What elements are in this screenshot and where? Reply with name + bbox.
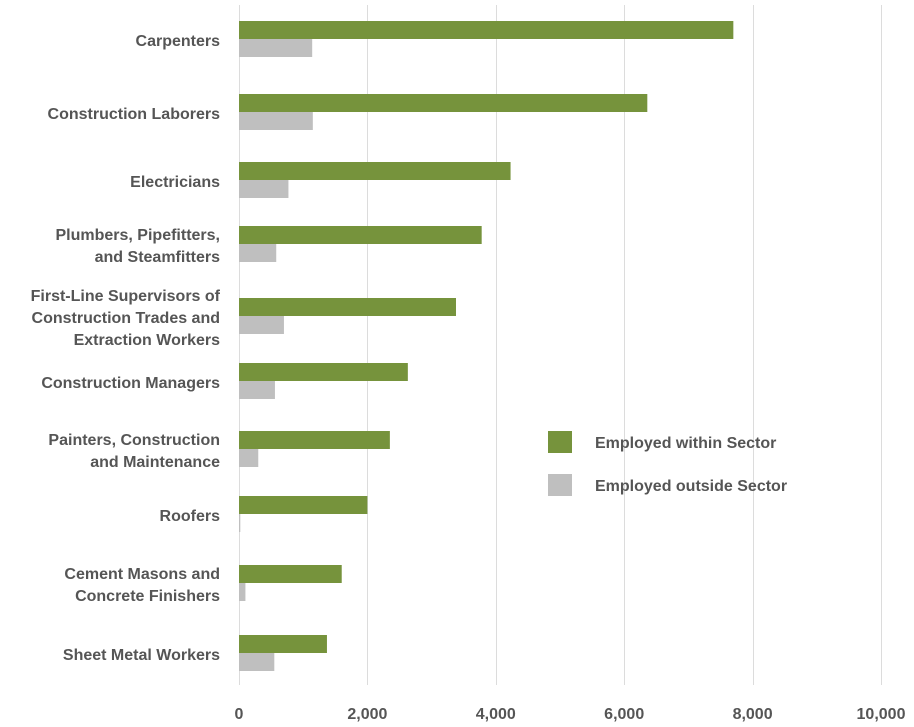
- legend-label-outside: Employed outside Sector: [595, 478, 787, 495]
- category-label-8-line0: Cement Masons and: [64, 566, 220, 583]
- category-label-6-line1: and Maintenance: [90, 454, 220, 471]
- category-label-0: Carpenters: [136, 33, 221, 50]
- bar-within-8: [239, 565, 342, 583]
- category-label-7: Roofers: [160, 508, 221, 525]
- category-label-4-line1: Construction Trades and: [32, 310, 220, 327]
- bar-outside-3: [239, 244, 277, 262]
- bar-outside-2: [239, 180, 289, 198]
- category-label-9: Sheet Metal Workers: [63, 647, 220, 664]
- legend-swatch-within: [548, 431, 572, 453]
- bar-within-7: [239, 496, 368, 514]
- category-label-2: Electricians: [130, 174, 220, 191]
- x-tick-labels: 0 2,000 4,000 6,000 8,000 10,000: [235, 706, 906, 723]
- bar-outside-9: [239, 653, 275, 671]
- x-tick-label-4: 8,000: [733, 706, 773, 723]
- bar-outside-5: [239, 381, 275, 399]
- category-label-6-line0: Painters, Construction: [48, 432, 220, 449]
- bar-within-4: [239, 298, 456, 316]
- x-tick-label-5: 10,000: [857, 706, 906, 723]
- bar-outside-7: [239, 514, 241, 532]
- category-label-4-line2: Extraction Workers: [74, 332, 221, 349]
- bar-outside-4: [239, 316, 284, 334]
- bar-within-6: [239, 431, 390, 449]
- x-tick-label-2: 4,000: [476, 706, 516, 723]
- x-tick-label-3: 6,000: [604, 706, 644, 723]
- bar-outside-8: [239, 583, 246, 601]
- x-tick-label-0: 0: [235, 706, 244, 723]
- legend-label-within: Employed within Sector: [595, 435, 776, 452]
- category-label-3-line0: Plumbers, Pipefitters,: [56, 227, 221, 244]
- bar-outside-0: [239, 39, 313, 57]
- category-label-8-line1: Concrete Finishers: [75, 588, 220, 605]
- bar-within-2: [239, 162, 511, 180]
- bar-outside-6: [239, 449, 259, 467]
- category-label-4-line0: First-Line Supervisors of: [31, 288, 221, 305]
- bars: [239, 21, 734, 671]
- bar-within-5: [239, 363, 408, 381]
- bar-within-1: [239, 94, 648, 112]
- category-label-3-line1: and Steamfitters: [95, 249, 220, 266]
- x-tick-label-1: 2,000: [347, 706, 387, 723]
- category-label-1: Construction Laborers: [48, 106, 221, 123]
- bar-within-3: [239, 226, 482, 244]
- category-label-5: Construction Managers: [41, 375, 220, 392]
- legend-swatch-outside: [548, 474, 572, 496]
- legend: Employed within Sector Employed outside S…: [548, 431, 787, 496]
- category-labels: Carpenters Construction Laborers Electrici…: [31, 33, 221, 664]
- bar-within-9: [239, 635, 327, 653]
- bar-within-0: [239, 21, 734, 39]
- bar-outside-1: [239, 112, 313, 130]
